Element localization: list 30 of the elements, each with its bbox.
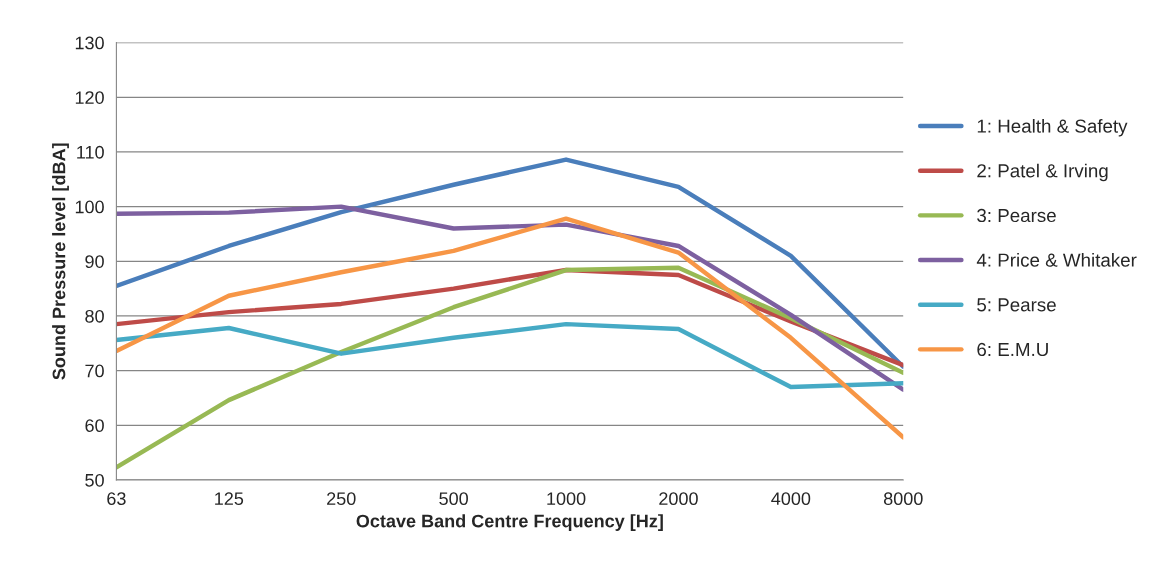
x-tick-label: 250: [327, 492, 356, 506]
y-tick-label: 70: [85, 364, 104, 378]
legend-label: 6: E.M.U: [977, 342, 1048, 357]
x-tick-label: 125: [215, 492, 244, 506]
y-axis-title: Sound Pressure level [dBA]: [52, 143, 69, 380]
legend-label: 5: Pearse: [977, 298, 1056, 312]
legend-label: 2: Patel & Irving: [977, 163, 1108, 182]
x-axis-title: Octave Band Centre Frequency [Hz]: [356, 514, 663, 531]
y-tick-label: 120: [75, 91, 104, 104]
x-tick-label: 1000: [547, 492, 586, 506]
y-tick-label: 100: [75, 200, 104, 214]
legend-label: 3: Pearse: [977, 208, 1056, 223]
legend-label: 1: Health & Safety: [977, 119, 1128, 137]
line-series: [116, 321, 904, 390]
y-tick-label: 130: [75, 36, 104, 50]
line-series: [116, 216, 904, 440]
x-tick-label: 4000: [771, 492, 811, 506]
line-series: [116, 265, 904, 470]
y-tick-label: 110: [77, 145, 104, 159]
y-tick-label: 90: [85, 255, 104, 268]
y-tick-label: 80: [85, 309, 104, 323]
x-tick-label: 500: [439, 492, 468, 506]
legend-label: 4: Price & Whitaker: [976, 253, 1137, 267]
x-tick-label: 2000: [659, 492, 698, 506]
y-tick-label: 50: [85, 473, 104, 487]
line-series: [116, 204, 904, 392]
x-tick-label: 63: [107, 492, 126, 506]
line-series: [116, 157, 904, 370]
x-tick-label: 8000: [883, 492, 923, 506]
y-tick-label: 60: [85, 419, 104, 433]
